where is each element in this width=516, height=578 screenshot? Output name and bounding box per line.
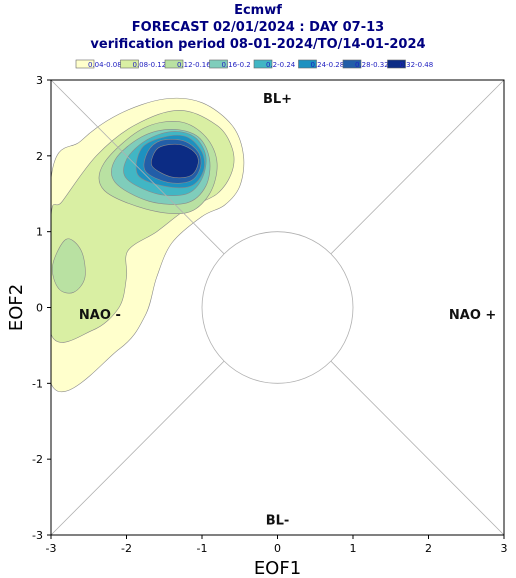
regime-label-top: BL+ [263, 92, 292, 107]
y-tick-label: 1 [36, 226, 43, 239]
x-tick-label: -1 [197, 542, 208, 555]
x-tick-label: 0 [274, 542, 281, 555]
legend-swatch [75, 59, 95, 69]
regime-label-left: NAO - [79, 308, 121, 323]
x-tick-label: -3 [46, 542, 57, 555]
neutral-circle [201, 231, 354, 384]
contour-layer [51, 97, 245, 392]
legend-label: 0.32-0.48 [400, 61, 434, 69]
legend-swatch [209, 59, 228, 69]
y-tick-label: 0 [36, 302, 43, 315]
contour-level-0.12-0.16 [51, 238, 86, 294]
legend-label: 0.08-0.12 [133, 61, 167, 69]
plot-area: BL+ BL- NAO - NAO + [50, 79, 505, 536]
y-tick-label: 2 [36, 150, 43, 163]
chart-title-forecast: FORECAST 02/01/2024 : DAY 07-13 [131, 20, 385, 35]
legend-swatch [387, 59, 406, 69]
y-tick-label: 3 [36, 74, 43, 87]
legend-label: 0.12-0.16 [177, 61, 211, 69]
legend-label: 0.16-0.2 [222, 61, 251, 69]
legend-label: 0.24-0.28 [311, 61, 345, 69]
legend-label: 0.2-0.24 [266, 61, 296, 69]
legend-label: 0.28-0.32 [355, 61, 389, 69]
legend-swatch [253, 59, 273, 69]
x-tick-label: -2 [121, 542, 132, 555]
x-tick-label: 2 [425, 542, 432, 555]
x-tick-label: 3 [501, 542, 508, 555]
axes: -3 -2 -1 0 1 2 3 -3 -2 -1 0 1 2 3 EOF1 EOF2 [6, 74, 508, 578]
legend-swatch [298, 59, 317, 69]
legend-swatch [164, 59, 184, 69]
legend-swatch [342, 59, 362, 69]
y-tick-label: -2 [32, 453, 43, 466]
regime-label-right: NAO + [449, 308, 496, 323]
regime-label-bottom: BL- [266, 513, 290, 528]
x-axis-label: EOF1 [254, 558, 301, 578]
y-tick-label: -1 [32, 377, 43, 390]
y-tick-label: -3 [32, 529, 43, 542]
chart-title-model: Ecmwf [234, 3, 282, 18]
contour-level-0.32-0.48 [150, 143, 199, 179]
x-tick-label: 1 [350, 542, 357, 555]
legend-swatch [120, 59, 139, 69]
chart-title-verification: verification period 08-01-2024/TO/14-01-… [90, 37, 426, 52]
legend-label: 0.04-0.08 [88, 61, 122, 69]
y-axis-label: EOF2 [6, 284, 27, 331]
legend: 0.04-0.08 0.08-0.12 0.12-0.16 0.16-0.2 0.2-0… [75, 59, 434, 69]
